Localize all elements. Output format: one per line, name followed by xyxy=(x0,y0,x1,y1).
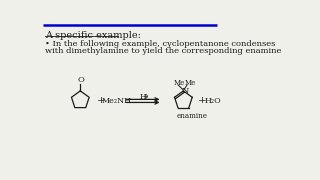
Text: N: N xyxy=(181,87,189,95)
Text: • In the following example, cyclopentanone condenses: • In the following example, cyclopentano… xyxy=(45,40,276,48)
Text: Me: Me xyxy=(185,79,196,87)
Text: O: O xyxy=(77,76,84,84)
Text: H: H xyxy=(139,93,146,101)
Text: Me: Me xyxy=(174,79,185,87)
Text: ⊕: ⊕ xyxy=(143,93,148,98)
Text: A specific example:: A specific example: xyxy=(45,31,141,40)
Text: enamine: enamine xyxy=(176,112,207,120)
Text: with dimethylamine to yield the corresponding enamine: with dimethylamine to yield the correspo… xyxy=(45,47,282,55)
Text: H₂O: H₂O xyxy=(204,97,221,105)
Text: Me₂NH: Me₂NH xyxy=(102,97,132,105)
Text: +: + xyxy=(198,96,207,105)
Text: +: + xyxy=(97,96,105,105)
